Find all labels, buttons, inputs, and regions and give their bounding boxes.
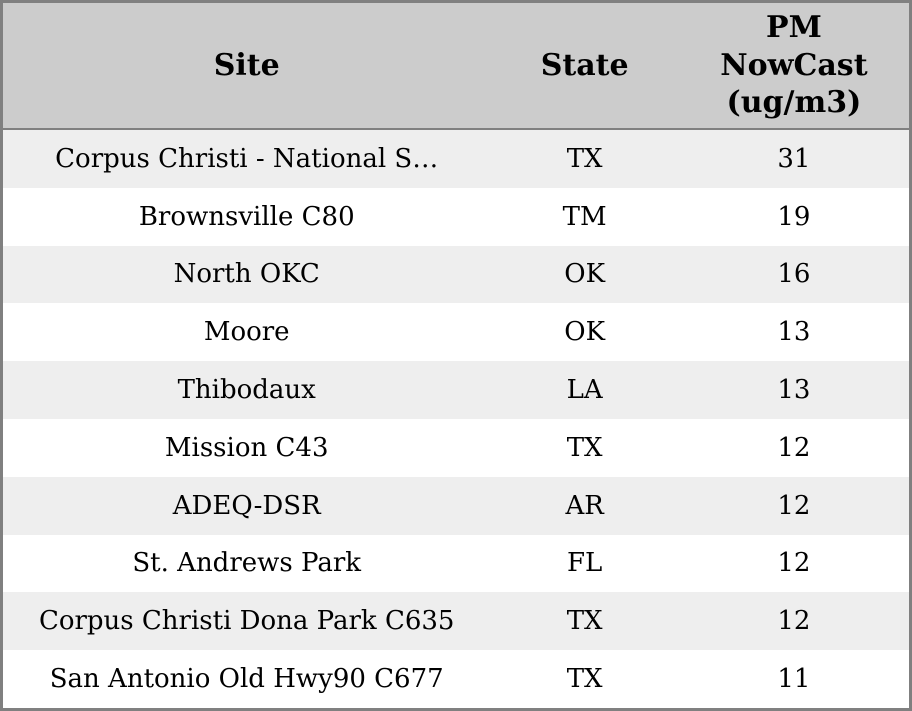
state-cell: TX — [566, 143, 603, 174]
site-cell: Corpus Christi - National S… — [55, 143, 439, 174]
state-cell: TM — [562, 201, 607, 232]
state-cell: FL — [566, 548, 603, 579]
site-cell: Brownsville C80 — [138, 201, 355, 232]
pm-value-cell: 12 — [777, 606, 811, 637]
column-header-pm-nowcast-label: PM NowCast (ug/m3) — [720, 10, 868, 121]
site-cell: Mission C43 — [164, 432, 329, 463]
column-header-state-label: State — [540, 47, 629, 83]
table-header: Site State PM NowCast (ug/m3) — [3, 3, 909, 130]
table-row: Thibodaux LA 13 — [3, 361, 909, 419]
state-cell: TX — [566, 606, 603, 637]
table-row: North OKC OK 16 — [3, 245, 909, 304]
state-cell: LA — [566, 375, 603, 406]
column-header-pm-nowcast: PM NowCast (ug/m3) — [679, 9, 909, 122]
table-row: Corpus Christi Dona Park C635 TX 12 — [3, 592, 909, 651]
table-row: ADEQ-DSR AR 12 — [3, 476, 909, 535]
state-cell: TX — [566, 664, 603, 695]
pm-value-cell: 16 — [777, 259, 811, 290]
site-cell: ADEQ-DSR — [172, 490, 321, 521]
pm-value-cell: 12 — [777, 548, 811, 579]
table-row: San Antonio Old Hwy90 C677 TX 11 — [3, 650, 909, 708]
site-cell: North OKC — [173, 259, 320, 290]
pm-value-cell: 31 — [777, 143, 811, 174]
site-cell: St. Andrews Park — [132, 548, 362, 579]
pm-value-cell: 13 — [777, 375, 811, 406]
table-row: Corpus Christi - National S… TX 31 — [3, 130, 909, 188]
site-cell: Thibodaux — [177, 375, 316, 406]
state-cell: TX — [566, 432, 603, 463]
pm-value-cell: 11 — [777, 664, 811, 695]
site-cell: San Antonio Old Hwy90 C677 — [49, 664, 444, 695]
table-row: Brownsville C80 TM 19 — [3, 187, 909, 246]
pm-value-cell: 13 — [777, 317, 811, 348]
column-header-site-label: Site — [213, 47, 280, 83]
pm-value-cell: 12 — [777, 432, 811, 463]
pm-value-cell: 19 — [777, 201, 811, 232]
site-cell: Corpus Christi Dona Park C635 — [38, 606, 455, 637]
column-header-site: Site — [3, 47, 490, 85]
table-row: St. Andrews Park FL 12 — [3, 534, 909, 593]
state-cell: OK — [564, 317, 606, 348]
pm-value-cell: 12 — [777, 490, 811, 521]
state-cell: OK — [564, 259, 606, 290]
state-cell: AR — [565, 490, 604, 521]
column-header-state: State — [490, 47, 678, 85]
table-row: Moore OK 13 — [3, 303, 909, 362]
table-row: Mission C43 TX 12 — [3, 418, 909, 477]
site-cell: Moore — [203, 317, 290, 348]
